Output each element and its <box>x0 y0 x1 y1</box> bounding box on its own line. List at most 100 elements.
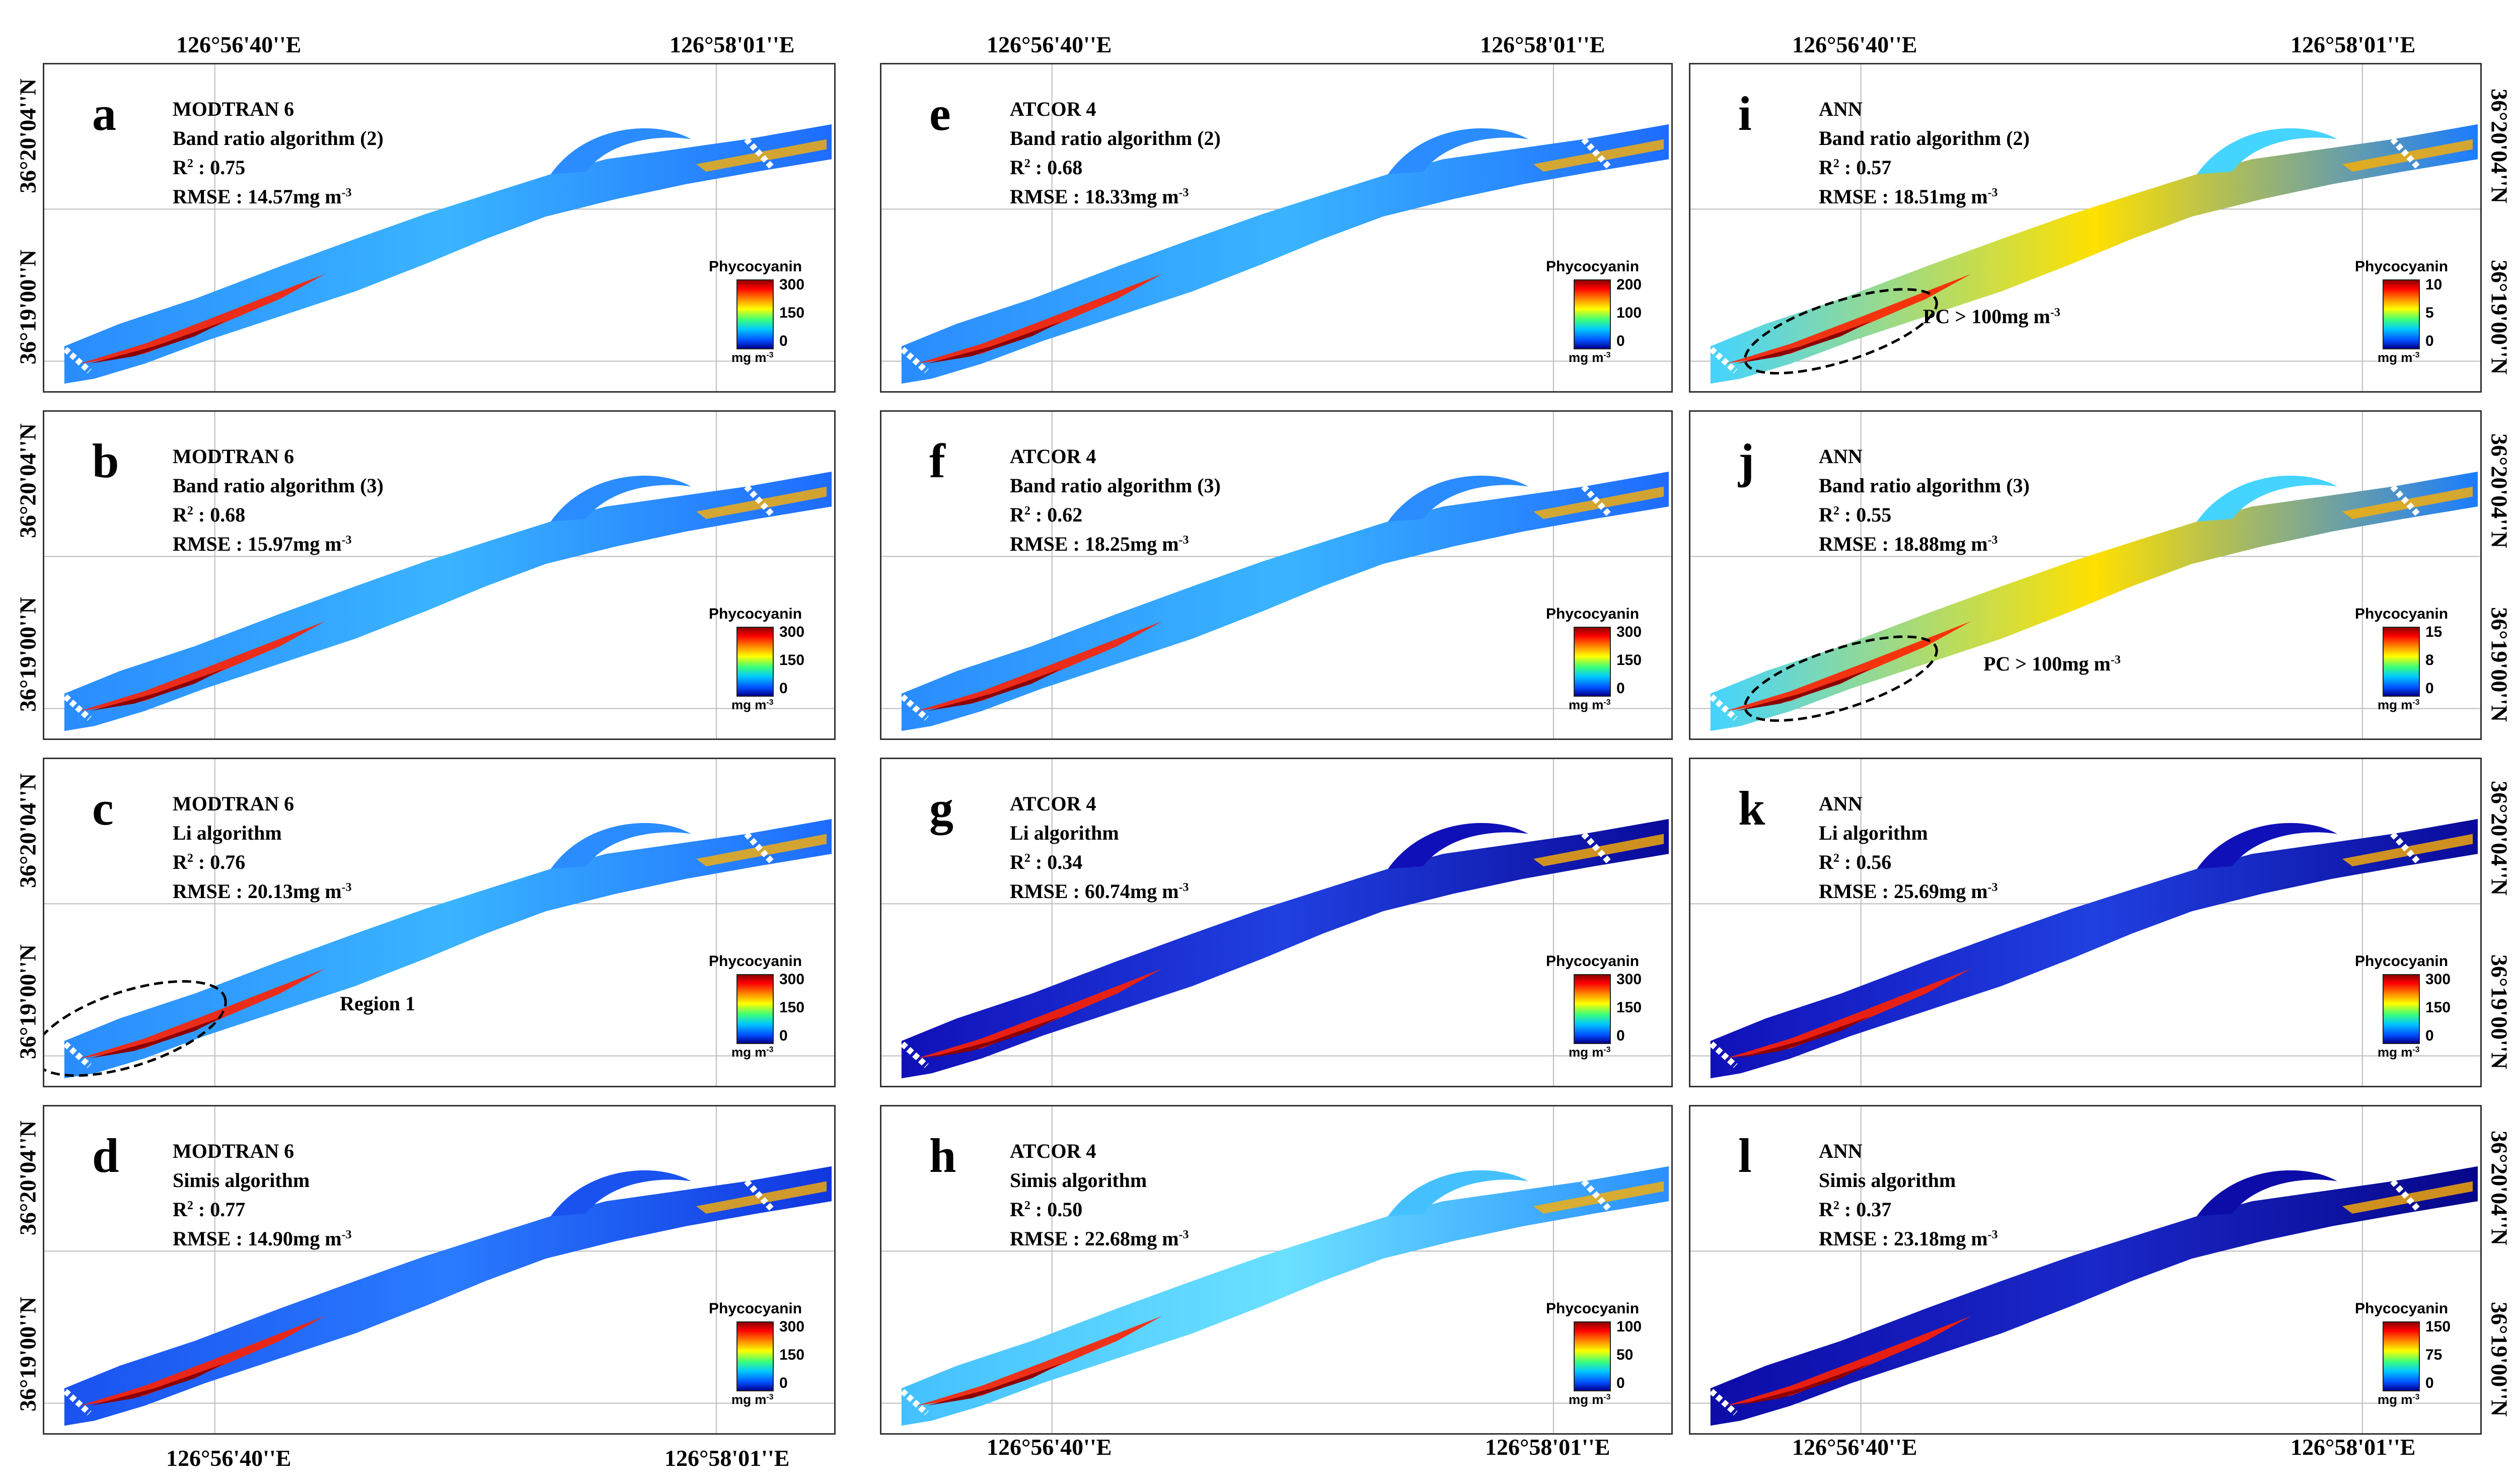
r2-value: R2 : 0.55 <box>1819 503 1892 526</box>
dam-marker-west <box>1703 1036 1738 1068</box>
lake-map-a <box>44 64 834 391</box>
dam-marker-east <box>744 832 774 864</box>
map-panel-e: e ATCOR 4 Band ratio algorithm (2) R2 : 0.6… <box>880 63 1673 393</box>
east-pc-band <box>696 1181 827 1214</box>
lake-water <box>64 1166 832 1426</box>
lake-map-g <box>881 759 1671 1086</box>
legend-title: Phycocyanin <box>1546 606 1640 622</box>
rmse-value: RMSE : 18.51mg m-3 <box>1819 185 1998 208</box>
panel-letter: j <box>1738 434 1754 488</box>
sensor-label: ANN <box>1819 792 1863 815</box>
lake-water <box>901 1166 1669 1426</box>
panel-stats: ATCOR 4 Simis algorithm R2 : 0.50 RMSE : 22… <box>1010 1137 1189 1253</box>
east-pc-band <box>2342 486 2473 520</box>
east-pc-band <box>1533 486 1664 520</box>
legend-title: Phycocyanin <box>2355 1300 2449 1317</box>
legend-tick-mid: 150 <box>779 999 805 1016</box>
panel-stats: MODTRAN 6 Li algorithm R2 : 0.76 RMSE : 20.… <box>173 789 352 906</box>
algorithm-label: Band ratio algorithm (3) <box>1010 474 1221 497</box>
top-lon-label-2: 126°58'01''E <box>670 32 795 57</box>
dam-marker-east <box>744 484 774 516</box>
legend-tick-max: 300 <box>779 971 805 988</box>
legend-title: Phycocyanin <box>709 606 802 622</box>
legend-title: Phycocyanin <box>1546 953 1640 970</box>
bottom-lon-label-3: 126°56'40''E <box>987 1434 1112 1460</box>
lake-water <box>64 124 832 384</box>
rmse-value: RMSE : 18.25mg m-3 <box>1010 533 1189 555</box>
colorbar <box>736 1321 774 1391</box>
lake-map-k <box>1690 759 2480 1086</box>
left-lat-south-4: 36°19'00''N <box>15 1297 41 1412</box>
map-panel-l: l ANN Simis algorithm R2 : 0.37 RMSE : 23.18… <box>1689 1105 2482 1435</box>
map-panel-h: h ATCOR 4 Simis algorithm R2 : 0.50 RMSE : 2… <box>880 1105 1673 1435</box>
legend-unit: mg m-3 <box>2378 1392 2420 1407</box>
top-lon-label-5: 126°56'40''E <box>1792 32 1917 57</box>
colorbar-legend: Phycocyanin 300 150 0 mg m-3 <box>709 953 830 1079</box>
rmse-value: RMSE : 20.13mg m-3 <box>173 880 352 903</box>
lake-branch <box>551 823 692 869</box>
lake-map-l <box>1690 1106 2480 1433</box>
legend-tick-min: 0 <box>1616 1027 1625 1044</box>
algorithm-label: Band ratio algorithm (2) <box>1010 127 1221 150</box>
legend-tick-min: 0 <box>2425 1375 2434 1391</box>
colorbar <box>1574 1321 1611 1391</box>
colorbar <box>1574 974 1611 1044</box>
legend-tick-min: 0 <box>2425 1027 2434 1044</box>
colorbar-legend: Phycocyanin 300 150 0 mg m-3 <box>2355 953 2476 1079</box>
pc-threshold-ellipse <box>1743 288 1938 375</box>
dam-marker-west <box>894 689 929 721</box>
legend-unit: mg m-3 <box>731 1392 774 1407</box>
legend-unit: mg m-3 <box>2378 350 2420 365</box>
legend-tick-max: 10 <box>2425 276 2442 293</box>
lake-map-d <box>44 1106 834 1433</box>
pc-threshold-ellipse <box>1743 635 1938 722</box>
colorbar <box>2383 1321 2420 1391</box>
legend-tick-min: 0 <box>779 333 788 349</box>
panel-letter: k <box>1738 781 1765 835</box>
legend-title: Phycocyanin <box>1546 258 1640 275</box>
map-panel-f: f ATCOR 4 Band ratio algorithm (3) R2 : 0.6… <box>880 410 1673 740</box>
right-lat-south-1: 36°19'00''N <box>2486 260 2512 375</box>
dam-marker-east <box>744 137 774 169</box>
legend-title: Phycocyanin <box>2355 953 2449 970</box>
legend-tick-mid: 8 <box>2425 652 2434 669</box>
lake-branch <box>551 1170 692 1216</box>
top-lon-label-6: 126°58'01''E <box>2290 32 2416 57</box>
lake-branch <box>1388 823 1529 869</box>
top-lon-label-1: 126°56'40''E <box>176 32 302 57</box>
legend-unit: mg m-3 <box>1569 697 1611 712</box>
lake-branch <box>1388 1170 1529 1216</box>
panel-letter: i <box>1738 87 1752 140</box>
panel-letter: d <box>92 1129 119 1182</box>
lake-map-f <box>881 412 1671 738</box>
panel-letter: e <box>929 87 951 140</box>
panel-stats: ATCOR 4 Band ratio algorithm (3) R2 : 0.62… <box>1010 442 1221 559</box>
legend-tick-max: 100 <box>1616 1318 1642 1335</box>
dam-marker-west <box>57 1383 92 1416</box>
map-panel-i: i ANN Band ratio algorithm (2) R2 : 0.57 RMS… <box>1689 63 2482 393</box>
map-panel-k: k ANN Li algorithm R2 : 0.56 RMSE : 25.69mg … <box>1689 758 2482 1087</box>
legend-unit: mg m-3 <box>1569 1392 1611 1407</box>
legend-tick-min: 0 <box>779 1027 788 1044</box>
r2-value: R2 : 0.77 <box>173 1198 246 1221</box>
legend-title: Phycocyanin <box>709 953 802 970</box>
lake-map-h <box>881 1106 1671 1433</box>
legend-tick-mid: 150 <box>1616 999 1642 1016</box>
colorbar <box>2383 627 2420 697</box>
algorithm-label: Band ratio algorithm (2) <box>173 127 384 150</box>
lake-water <box>901 819 1669 1079</box>
colorbar-legend: Phycocyanin 100 50 0 mg m-3 <box>1546 1300 1667 1426</box>
colorbar-legend: Phycocyanin 10 5 0 mg m-3 <box>2355 258 2476 384</box>
r2-value: R2 : 0.62 <box>1010 503 1083 526</box>
legend-tick-min: 0 <box>2425 333 2434 349</box>
region-1-ellipse <box>44 980 227 1077</box>
lake-branch <box>2197 475 2338 522</box>
panel-letter: a <box>92 87 116 140</box>
algorithm-label: Simis algorithm <box>1010 1169 1147 1192</box>
panel-stats: ATCOR 4 Li algorithm R2 : 0.34 RMSE : 60.74… <box>1010 789 1189 906</box>
dam-marker-east <box>1581 1179 1611 1211</box>
panel-stats: MODTRAN 6 Band ratio algorithm (3) R2 : 0.… <box>173 442 384 559</box>
lake-branch <box>2197 823 2338 869</box>
dam-marker-west <box>57 341 92 374</box>
panel-stats: ATCOR 4 Band ratio algorithm (2) R2 : 0.68… <box>1010 95 1221 211</box>
